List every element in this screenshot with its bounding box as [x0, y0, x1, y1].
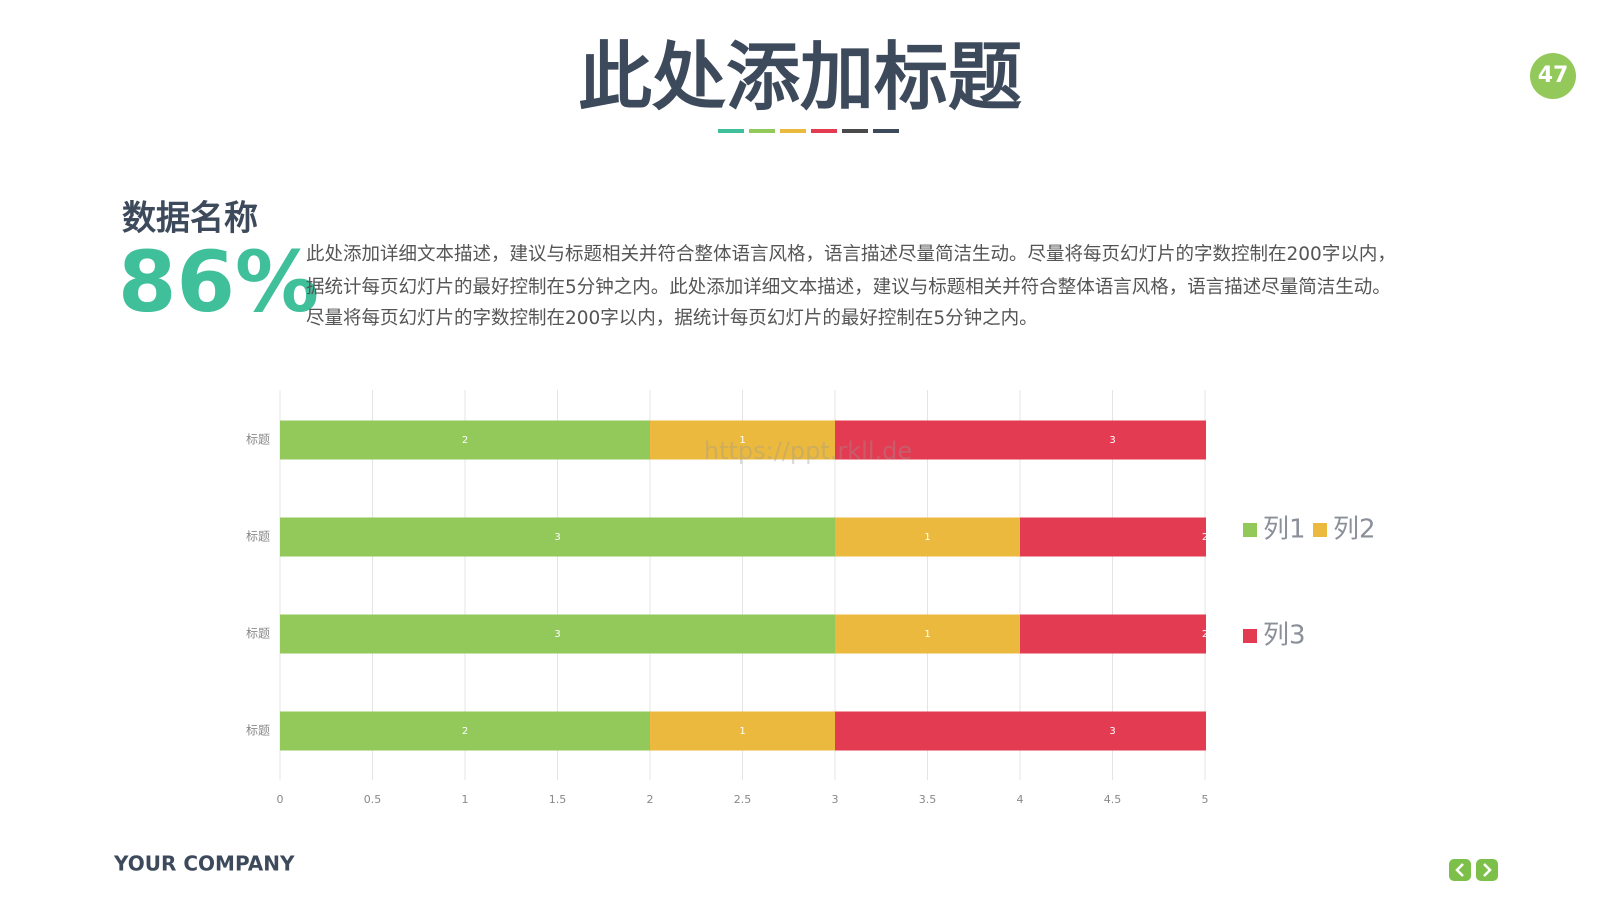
legend-swatch	[1313, 523, 1327, 537]
company: YOUR COMPANY	[113, 852, 295, 876]
data-label: 2	[1202, 532, 1208, 543]
legend-label: 列2	[1333, 515, 1376, 545]
x-tick-label: 5	[1202, 793, 1209, 806]
page-badge	[1530, 53, 1576, 99]
bar-segment	[835, 711, 1206, 751]
bar-segment	[280, 420, 650, 460]
y-tick-label: 标题	[246, 530, 270, 544]
y-tick-label: 标题	[246, 433, 270, 447]
bar-segment	[1020, 517, 1206, 557]
data-label: 2	[462, 435, 468, 446]
bar-segment	[650, 420, 835, 460]
data-label: 3	[1109, 435, 1115, 446]
legend-label: 列1	[1263, 515, 1306, 545]
stat-value: 86%	[118, 233, 319, 331]
bar-segment	[835, 517, 1020, 557]
legend-swatch	[1243, 523, 1257, 537]
x-tick-label: 1	[462, 793, 469, 806]
watermark: https://ppt.rkll.de	[704, 437, 912, 465]
bar-segment	[280, 711, 650, 751]
next-button[interactable]	[1476, 859, 1498, 881]
x-tick-label: 2	[647, 793, 654, 806]
data-label: 1	[739, 726, 745, 737]
legend-swatch	[1243, 629, 1257, 643]
prev-button[interactable]	[1449, 859, 1471, 881]
paragraph-line: 此处添加详细文本描述，建议与标题相关并符合整体语言风格，语言描述尽量简洁生动。尽…	[306, 244, 1396, 265]
page-number: 47	[1538, 63, 1569, 88]
bar-segment	[650, 711, 835, 751]
x-tick-label: 4	[1017, 793, 1024, 806]
data-label: 3	[1109, 726, 1115, 737]
x-tick-label: 0	[277, 793, 284, 806]
stat-name: 数据名称	[122, 199, 258, 239]
bar-segment	[835, 420, 1206, 460]
data-label: 3	[554, 629, 560, 640]
nav-buttons[interactable]	[1449, 859, 1498, 881]
x-tick-label: 0.5	[364, 793, 382, 806]
paragraph-line: 据统计每页幻灯片的最好控制在5分钟之内。此处添加详细文本描述，建议与标题相关并符…	[306, 277, 1391, 298]
data-label: 2	[1202, 629, 1208, 640]
y-tick-label: 标题	[246, 627, 270, 641]
x-tick-label: 4.5	[1104, 793, 1122, 806]
paragraph-line: 尽量将每页幻灯片的字数控制在200字以内，据统计每页幻灯片的最好控制在5分钟之内…	[306, 308, 1038, 329]
slide-title: 此处添加标题	[578, 35, 1022, 121]
x-tick-label: 3.5	[919, 793, 937, 806]
bar-segment	[280, 614, 835, 654]
x-tick-label: 2.5	[734, 793, 752, 806]
y-tick-label: 标题	[246, 724, 270, 738]
x-tick-label: 3	[832, 793, 839, 806]
data-label: 2	[462, 726, 468, 737]
data-label: 1	[924, 629, 930, 640]
bar-segment	[280, 517, 835, 557]
labels: 标题 2 1 3 标题 3 1 2 标题 3 1 2 标题 2 1 3 列1 列2 列3 https://ppt.rk…	[246, 433, 1376, 738]
data-label: 3	[554, 532, 560, 543]
x-tick-label: 1.5	[549, 793, 567, 806]
title-underline	[718, 129, 899, 133]
bar-segment	[835, 614, 1020, 654]
data-label: 1	[739, 435, 745, 446]
bars	[280, 420, 1206, 751]
data-label: 1	[924, 532, 930, 543]
bar-segment	[1020, 614, 1206, 654]
legend-label: 列3	[1263, 621, 1306, 651]
